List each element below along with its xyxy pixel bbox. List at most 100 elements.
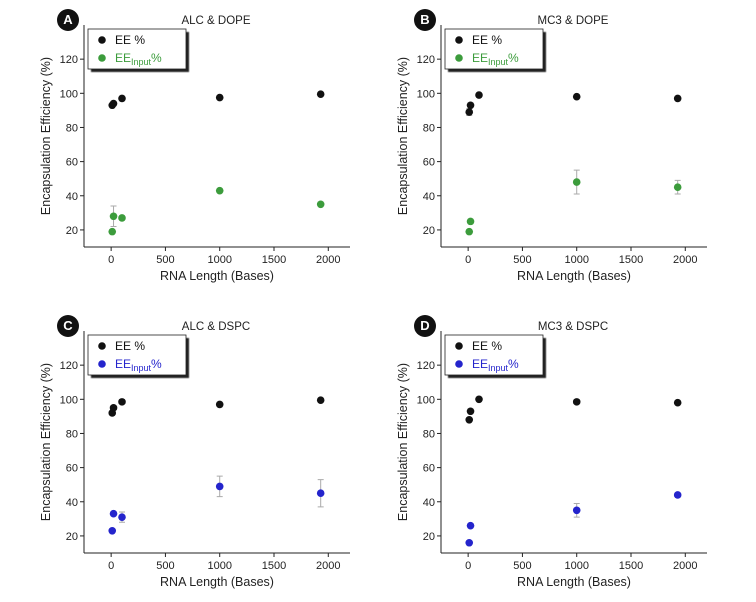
x-tick-label: 500 — [513, 254, 531, 266]
panel-label: D — [420, 318, 429, 333]
legend-box — [87, 28, 187, 70]
legend-label: EEInput% — [472, 357, 519, 373]
y-tick-label: 60 — [66, 157, 78, 169]
legend-name: EE — [115, 51, 131, 65]
legend-name: EE % — [472, 33, 502, 47]
x-tick-label: 0 — [465, 254, 471, 266]
x-axis-label: RNA Length (Bases) — [517, 575, 631, 589]
y-tick-label: 120 — [417, 54, 435, 66]
data-point — [572, 398, 581, 406]
data-point — [118, 94, 126, 103]
panel-title: ALC & DOPE — [181, 15, 250, 27]
y-tick-label: 100 — [60, 88, 78, 100]
x-tick-label: 0 — [108, 254, 114, 266]
x-tick-label: 1000 — [564, 254, 588, 266]
x-tick-label: 1500 — [619, 254, 643, 266]
legend-marker — [98, 342, 106, 350]
legend-marker — [98, 54, 106, 62]
data-point — [108, 227, 117, 236]
legend-label: EEInput% — [115, 357, 162, 373]
panel-title: MC3 & DSPC — [538, 321, 608, 333]
data-point — [673, 94, 682, 103]
data-point — [475, 395, 483, 404]
data-point — [466, 521, 475, 530]
y-tick-label: 20 — [423, 225, 435, 237]
x-tick-label: 1500 — [262, 560, 286, 572]
data-point — [109, 99, 118, 108]
legend-suffix: % — [508, 357, 519, 371]
legend-subscript: Input — [131, 363, 152, 373]
panel-label: C — [63, 318, 73, 333]
legend-name: EE % — [472, 339, 502, 353]
legend-name: EE % — [115, 339, 145, 353]
data-point — [109, 212, 118, 221]
x-axis-label: RNA Length (Bases) — [160, 575, 274, 589]
x-tick-label: 0 — [108, 560, 114, 572]
y-axis-label: Encapsulation Efficiency (%) — [39, 57, 53, 215]
y-tick-label: 120 — [60, 360, 78, 372]
x-axis-label: RNA Length (Bases) — [517, 269, 631, 283]
y-tick-label: 80 — [423, 428, 435, 440]
x-tick-label: 0 — [465, 560, 471, 572]
y-tick-label: 60 — [66, 463, 78, 475]
x-tick-label: 500 — [156, 254, 174, 266]
x-tick-label: 2000 — [673, 560, 697, 572]
y-tick-label: 80 — [66, 428, 78, 440]
y-tick-label: 100 — [60, 394, 78, 406]
panel-badge — [414, 315, 436, 337]
y-axis-label: Encapsulation Efficiency (%) — [396, 57, 410, 215]
data-point — [673, 491, 682, 499]
y-tick-label: 80 — [423, 122, 435, 134]
x-tick-label: 1000 — [564, 560, 588, 572]
x-tick-label: 500 — [156, 560, 174, 572]
x-axis-label: RNA Length (Bases) — [160, 269, 274, 283]
data-point — [215, 400, 224, 409]
data-point — [572, 178, 581, 186]
legend-marker — [455, 36, 463, 44]
panel-title: MC3 & DOPE — [538, 15, 609, 27]
legend-name: EE — [115, 357, 131, 371]
x-tick-label: 1500 — [262, 254, 286, 266]
data-point — [215, 482, 224, 491]
legend-suffix: % — [508, 51, 519, 65]
panel-badge — [57, 315, 79, 337]
data-point — [466, 217, 475, 226]
data-point — [465, 416, 474, 424]
data-point — [316, 200, 325, 209]
data-point — [466, 407, 475, 416]
legend-name: EE — [472, 51, 488, 65]
legend-label: EE % — [472, 339, 502, 353]
data-point — [109, 509, 118, 518]
data-point — [118, 398, 126, 406]
legend-label: EE % — [115, 33, 145, 47]
data-point — [316, 396, 325, 404]
x-tick-label: 2000 — [316, 254, 340, 266]
y-tick-label: 120 — [60, 54, 78, 66]
x-tick-label: 2000 — [673, 254, 697, 266]
data-point — [465, 538, 474, 547]
y-tick-label: 80 — [66, 122, 78, 134]
y-axis-label: Encapsulation Efficiency (%) — [396, 363, 410, 521]
data-point — [475, 91, 483, 99]
legend-box — [87, 334, 187, 376]
legend-suffix: % — [151, 51, 162, 65]
panel-title: ALC & DSPC — [182, 321, 250, 333]
data-point — [465, 227, 474, 236]
x-tick-label: 1500 — [619, 560, 643, 572]
data-point — [215, 186, 224, 195]
y-tick-label: 60 — [423, 463, 435, 475]
legend-subscript: Input — [488, 363, 509, 373]
y-tick-label: 120 — [417, 360, 435, 372]
legend-name: EE % — [115, 33, 145, 47]
legend-box — [444, 334, 544, 376]
x-tick-label: 1000 — [207, 560, 231, 572]
legend-box — [444, 28, 544, 70]
data-point — [316, 90, 325, 98]
legend-marker — [455, 360, 463, 368]
y-axis-label: Encapsulation Efficiency (%) — [39, 363, 53, 521]
legend-label: EE % — [115, 339, 145, 353]
x-tick-label: 1000 — [207, 254, 231, 266]
legend-marker — [98, 36, 106, 44]
x-tick-label: 500 — [513, 560, 531, 572]
